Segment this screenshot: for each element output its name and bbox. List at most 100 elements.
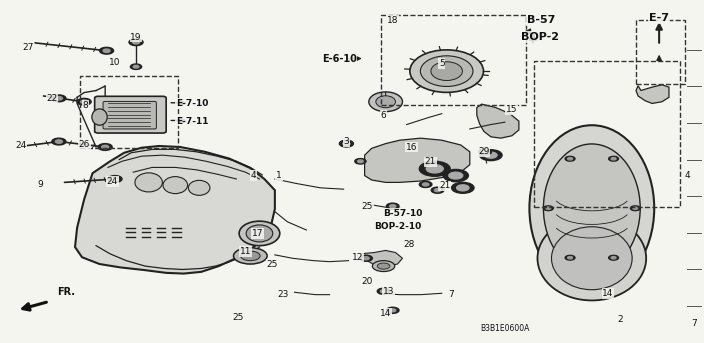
Circle shape <box>103 49 110 52</box>
Circle shape <box>52 95 66 102</box>
Text: E-7: E-7 <box>649 13 669 23</box>
Circle shape <box>479 150 502 161</box>
Bar <box>80 76 178 149</box>
Text: 4: 4 <box>684 171 690 180</box>
Circle shape <box>389 309 396 312</box>
Circle shape <box>360 255 372 261</box>
Circle shape <box>451 182 474 193</box>
Text: 15: 15 <box>506 105 517 114</box>
Circle shape <box>52 138 66 145</box>
Text: 13: 13 <box>383 287 394 296</box>
Circle shape <box>565 255 575 260</box>
Text: 20: 20 <box>362 276 373 286</box>
Polygon shape <box>636 85 669 104</box>
Ellipse shape <box>189 180 210 195</box>
Circle shape <box>129 39 143 46</box>
Ellipse shape <box>410 50 484 92</box>
Text: 24: 24 <box>15 141 27 151</box>
Circle shape <box>81 100 87 104</box>
Circle shape <box>479 149 491 155</box>
Ellipse shape <box>135 173 163 192</box>
Text: 12: 12 <box>352 253 363 262</box>
Ellipse shape <box>369 92 403 111</box>
Circle shape <box>343 142 350 145</box>
Bar <box>382 15 526 105</box>
Circle shape <box>132 40 139 44</box>
Circle shape <box>420 161 450 176</box>
Text: E-7-10: E-7-10 <box>176 99 208 108</box>
Circle shape <box>130 64 142 69</box>
Polygon shape <box>365 138 470 182</box>
Ellipse shape <box>92 109 107 125</box>
Circle shape <box>426 165 444 173</box>
Text: 21: 21 <box>425 157 436 166</box>
Text: 22: 22 <box>46 94 58 103</box>
Circle shape <box>111 177 118 181</box>
Ellipse shape <box>529 125 654 291</box>
Text: 28: 28 <box>404 240 415 249</box>
Bar <box>636 20 685 84</box>
Circle shape <box>432 187 444 193</box>
Polygon shape <box>75 146 275 274</box>
Circle shape <box>363 257 369 260</box>
Circle shape <box>420 181 432 188</box>
Text: 25: 25 <box>362 202 373 211</box>
Ellipse shape <box>163 177 187 193</box>
Text: 7: 7 <box>448 290 455 299</box>
Text: 2: 2 <box>617 315 622 324</box>
Ellipse shape <box>376 96 396 108</box>
Text: 29: 29 <box>478 147 489 156</box>
Text: 17: 17 <box>251 229 263 238</box>
Text: E-7-11: E-7-11 <box>176 117 208 126</box>
Ellipse shape <box>420 56 473 86</box>
Circle shape <box>443 169 468 182</box>
Text: B3B1E0600A: B3B1E0600A <box>480 323 529 332</box>
Circle shape <box>108 176 122 182</box>
Ellipse shape <box>377 263 390 269</box>
Ellipse shape <box>551 227 632 290</box>
Text: 5: 5 <box>439 59 445 68</box>
Circle shape <box>449 172 463 179</box>
Ellipse shape <box>234 248 267 264</box>
Circle shape <box>565 156 575 161</box>
Circle shape <box>609 156 619 161</box>
Circle shape <box>567 257 572 259</box>
Text: 19: 19 <box>130 33 142 42</box>
Text: 11: 11 <box>239 247 251 256</box>
Text: BOP-2: BOP-2 <box>521 32 559 42</box>
Circle shape <box>484 152 497 158</box>
Text: 1: 1 <box>276 171 282 180</box>
Circle shape <box>339 140 353 147</box>
Ellipse shape <box>239 221 279 246</box>
Text: 26: 26 <box>78 141 90 150</box>
Ellipse shape <box>246 225 272 242</box>
Circle shape <box>98 144 112 151</box>
Ellipse shape <box>431 62 463 81</box>
Circle shape <box>386 307 399 314</box>
Text: 6: 6 <box>381 111 386 120</box>
Polygon shape <box>360 250 403 266</box>
Circle shape <box>482 150 489 153</box>
Circle shape <box>389 205 396 208</box>
Circle shape <box>358 160 363 163</box>
Circle shape <box>56 97 63 100</box>
Circle shape <box>56 140 63 143</box>
Ellipse shape <box>372 261 395 272</box>
Circle shape <box>377 288 390 294</box>
Text: 3: 3 <box>344 137 349 146</box>
Text: 10: 10 <box>109 58 121 67</box>
Text: 21: 21 <box>439 181 451 190</box>
Text: 25: 25 <box>233 312 244 322</box>
Circle shape <box>99 47 113 54</box>
Text: FR.: FR. <box>58 287 75 297</box>
Text: 8: 8 <box>82 100 89 110</box>
Circle shape <box>133 66 139 68</box>
Circle shape <box>77 98 91 105</box>
Text: 14: 14 <box>380 309 391 318</box>
FancyBboxPatch shape <box>103 102 156 129</box>
Text: E-6-10: E-6-10 <box>322 54 357 63</box>
Circle shape <box>380 290 386 293</box>
Circle shape <box>101 145 108 149</box>
Circle shape <box>434 189 441 192</box>
Text: 24: 24 <box>106 177 118 186</box>
